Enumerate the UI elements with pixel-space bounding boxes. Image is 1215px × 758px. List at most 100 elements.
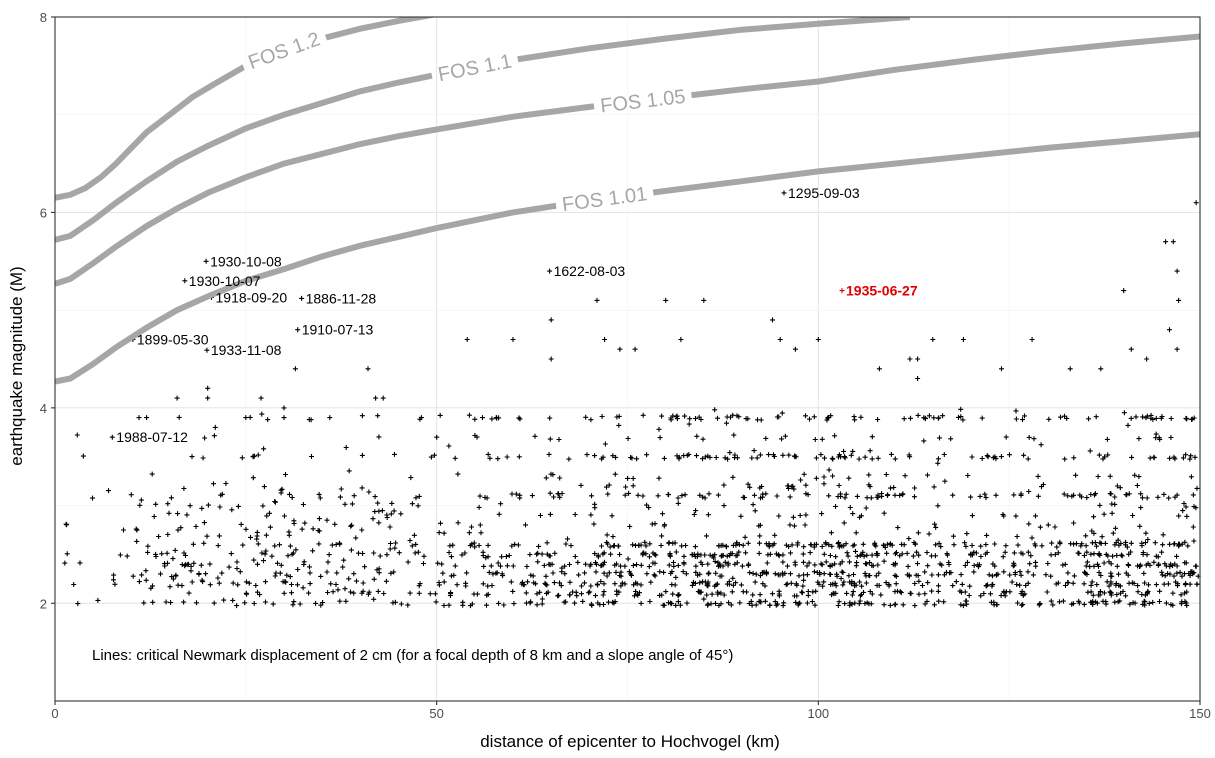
event-point [478,530,484,536]
event-point [845,553,851,559]
event-point [562,571,568,577]
event-point [614,588,620,594]
event-point [600,592,606,598]
event-point [498,563,503,569]
event-point [204,533,210,539]
event-point [1118,552,1124,558]
event-point [411,532,417,538]
event-point [1159,572,1165,578]
event-point [584,452,590,458]
event-point [388,570,394,576]
event-point [1063,583,1068,588]
event-point [324,569,330,575]
event-point [697,492,703,498]
event-point [646,564,652,570]
event-point [738,582,744,588]
event-point [950,492,956,498]
event-point [405,602,411,608]
event-point [739,563,745,569]
event-point [1163,239,1169,245]
event-point [747,484,753,490]
event-point [343,445,349,450]
event-point [782,433,788,439]
event-point [1029,535,1035,541]
event-point [981,591,987,596]
event-point [376,570,382,576]
event-point [993,572,999,578]
event-point [659,533,665,539]
event-point [547,415,553,421]
event-point [240,542,246,548]
event-point [969,454,975,460]
event-point [829,543,835,549]
event-point [189,454,195,460]
event-point [862,601,868,606]
event-point [773,602,779,608]
event-point [780,552,786,558]
event-point [1025,456,1031,462]
event-point [557,580,563,586]
event-point [242,600,248,606]
event-point [359,527,365,533]
event-point [698,417,704,422]
event-point [1174,268,1180,274]
event-point [723,544,729,550]
event-point [1146,600,1152,606]
event-point [134,527,140,533]
event-point [1128,540,1134,546]
event-point [904,550,910,556]
event-point [657,569,663,575]
event-point [931,484,937,490]
event-point [346,468,352,474]
event-point [743,416,749,422]
event-point [1108,590,1114,596]
event-point [1110,553,1116,559]
event-point [746,601,752,606]
event-point [1137,564,1142,569]
event-point [1167,455,1173,461]
event-point [481,563,487,569]
event-point [776,414,782,420]
event-point [601,570,607,576]
event-point [1035,493,1041,499]
event-point [710,553,716,559]
event-point [462,550,468,556]
event-point [876,366,882,372]
event-point [846,573,852,579]
event-point [163,599,169,605]
event-point [883,580,889,586]
event-point [983,495,989,501]
event-point [1184,416,1190,422]
event-point [794,542,800,548]
event-point [348,547,354,553]
event-point [700,494,706,500]
event-point [732,561,738,567]
event-point [496,600,502,606]
event-point [935,572,941,578]
event-point [1136,474,1142,480]
event-point [1102,454,1108,460]
event-point [1015,600,1021,606]
event-point [1098,573,1104,578]
event-point [992,563,998,569]
event-point [185,561,191,567]
event-point [1023,583,1029,588]
event-point [908,591,914,597]
x-axis-title: distance of epicenter to Hochvogel (km) [480,732,780,751]
event-point [618,583,624,589]
event-point [291,599,297,605]
event-point [623,484,629,490]
event-point [827,562,833,568]
event-point [1174,570,1180,576]
event-point [873,543,879,549]
event-point [275,560,280,566]
event-point [346,576,352,582]
event-point [643,543,649,549]
event-point [873,573,879,579]
event-point [792,593,797,599]
event-point [211,481,216,487]
event-point [306,590,312,596]
event-point [874,494,880,500]
event-point [106,488,111,494]
event-point [834,573,840,579]
